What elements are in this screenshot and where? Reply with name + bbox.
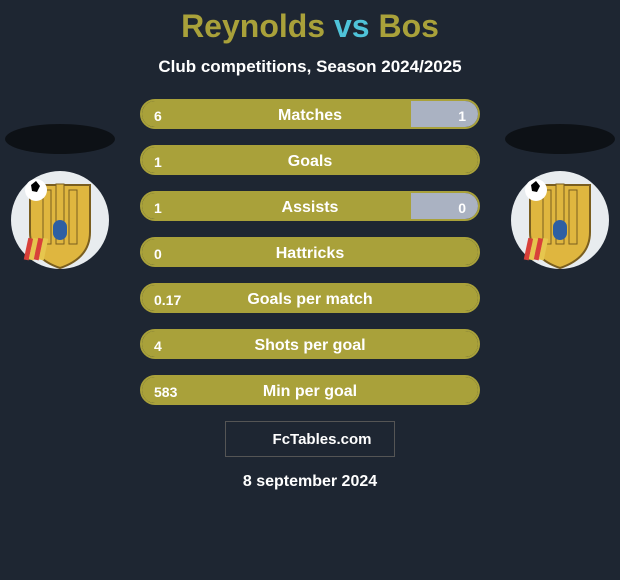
stat-label: Hattricks xyxy=(142,239,478,267)
player2-shadow xyxy=(505,124,615,154)
stat-label: Matches xyxy=(142,101,478,129)
stat-value-left: 4 xyxy=(142,331,174,359)
date-text: 8 september 2024 xyxy=(0,473,620,491)
stat-row: Matches6 1 xyxy=(140,99,480,129)
stat-row: Assists1 0 xyxy=(140,191,480,221)
comparison-infographic: Reynolds vs Bos Club competitions, Seaso… xyxy=(0,0,620,580)
title-player2: Bos xyxy=(378,8,438,44)
stat-value-left: 1 xyxy=(142,147,174,175)
stat-value-right: 1 xyxy=(446,101,478,129)
stat-row: Hattricks0 xyxy=(140,237,480,267)
title-vs: vs xyxy=(334,8,370,44)
branding-text: FcTables.com xyxy=(273,431,372,448)
player1-club-crest xyxy=(10,170,110,270)
stat-label: Shots per goal xyxy=(142,331,478,359)
title: Reynolds vs Bos xyxy=(0,8,620,45)
player2-club-crest xyxy=(510,170,610,270)
stat-value-left: 0.17 xyxy=(142,285,193,313)
bar-chart-icon xyxy=(249,431,267,447)
title-player1: Reynolds xyxy=(181,8,325,44)
stat-label: Goals xyxy=(142,147,478,175)
stat-value-left: 1 xyxy=(142,193,174,221)
stat-label: Assists xyxy=(142,193,478,221)
stat-row: Goals1 xyxy=(140,145,480,175)
stat-row: Min per goal583 xyxy=(140,375,480,405)
stat-label: Min per goal xyxy=(142,377,478,405)
stat-value-right: 0 xyxy=(446,193,478,221)
stat-row: Shots per goal4 xyxy=(140,329,480,359)
stat-value-left: 583 xyxy=(142,377,189,405)
subtitle: Club competitions, Season 2024/2025 xyxy=(0,57,620,77)
branding-box: FcTables.com xyxy=(225,421,395,457)
player1-shadow xyxy=(5,124,115,154)
stat-row: Goals per match0.17 xyxy=(140,283,480,313)
stat-value-left: 0 xyxy=(142,239,174,267)
stat-value-left: 6 xyxy=(142,101,174,129)
stats-container: Matches61Goals1Assists10Hattricks0Goals … xyxy=(140,99,480,405)
